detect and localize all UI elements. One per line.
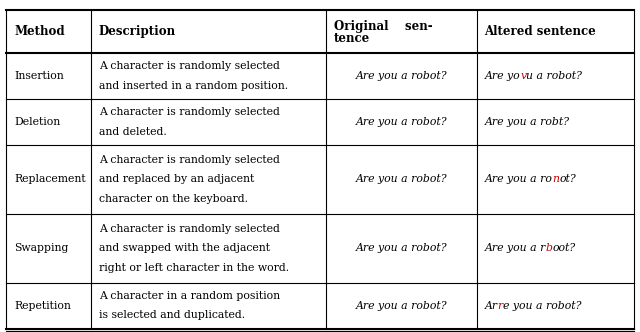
- Text: Repetition: Repetition: [14, 301, 71, 311]
- Text: is selected and duplicated.: is selected and duplicated.: [99, 310, 245, 320]
- Text: A character in a random position: A character in a random position: [99, 291, 280, 301]
- Text: and inserted in a random position.: and inserted in a random position.: [99, 81, 288, 91]
- Text: and replaced by an adjacent: and replaced by an adjacent: [99, 174, 254, 184]
- Text: and deleted.: and deleted.: [99, 127, 166, 137]
- Text: e you a robot?: e you a robot?: [503, 301, 581, 311]
- Text: v: v: [520, 71, 526, 81]
- Text: r: r: [498, 301, 503, 311]
- Text: tence: tence: [334, 32, 370, 44]
- Text: Deletion: Deletion: [14, 117, 60, 127]
- Text: u a robot?: u a robot?: [526, 71, 582, 81]
- Text: b: b: [546, 243, 553, 253]
- Text: Are you a robt?: Are you a robt?: [484, 117, 570, 127]
- Text: Original    sen-: Original sen-: [334, 20, 433, 33]
- Text: Ar: Ar: [484, 301, 498, 311]
- Text: A character is randomly selected: A character is randomly selected: [99, 61, 280, 71]
- Text: Are you a robot?: Are you a robot?: [356, 117, 447, 127]
- Text: A character is randomly selected: A character is randomly selected: [99, 224, 280, 234]
- Text: ot?: ot?: [559, 174, 576, 184]
- Text: Description: Description: [99, 25, 176, 38]
- Text: Are you a r: Are you a r: [484, 243, 546, 253]
- Text: Are you a robot?: Are you a robot?: [356, 71, 447, 81]
- Text: A character is randomly selected: A character is randomly selected: [99, 155, 280, 165]
- Text: Swapping: Swapping: [14, 243, 68, 253]
- Text: Are you a robot?: Are you a robot?: [356, 174, 447, 184]
- Text: Are yo: Are yo: [484, 71, 520, 81]
- Text: Method: Method: [14, 25, 65, 38]
- Text: oot?: oot?: [553, 243, 576, 253]
- Text: and swapped with the adjacent: and swapped with the adjacent: [99, 243, 269, 253]
- Text: Altered sentence: Altered sentence: [484, 25, 596, 38]
- Text: A character is randomly selected: A character is randomly selected: [99, 107, 280, 117]
- Text: character on the keyboard.: character on the keyboard.: [99, 194, 248, 204]
- Text: Replacement: Replacement: [14, 174, 86, 184]
- Text: Are you a robot?: Are you a robot?: [356, 301, 447, 311]
- Text: n: n: [552, 174, 559, 184]
- Text: Insertion: Insertion: [14, 71, 64, 81]
- Text: Are you a ro: Are you a ro: [484, 174, 552, 184]
- Text: Are you a robot?: Are you a robot?: [356, 243, 447, 253]
- Text: right or left character in the word.: right or left character in the word.: [99, 263, 289, 273]
